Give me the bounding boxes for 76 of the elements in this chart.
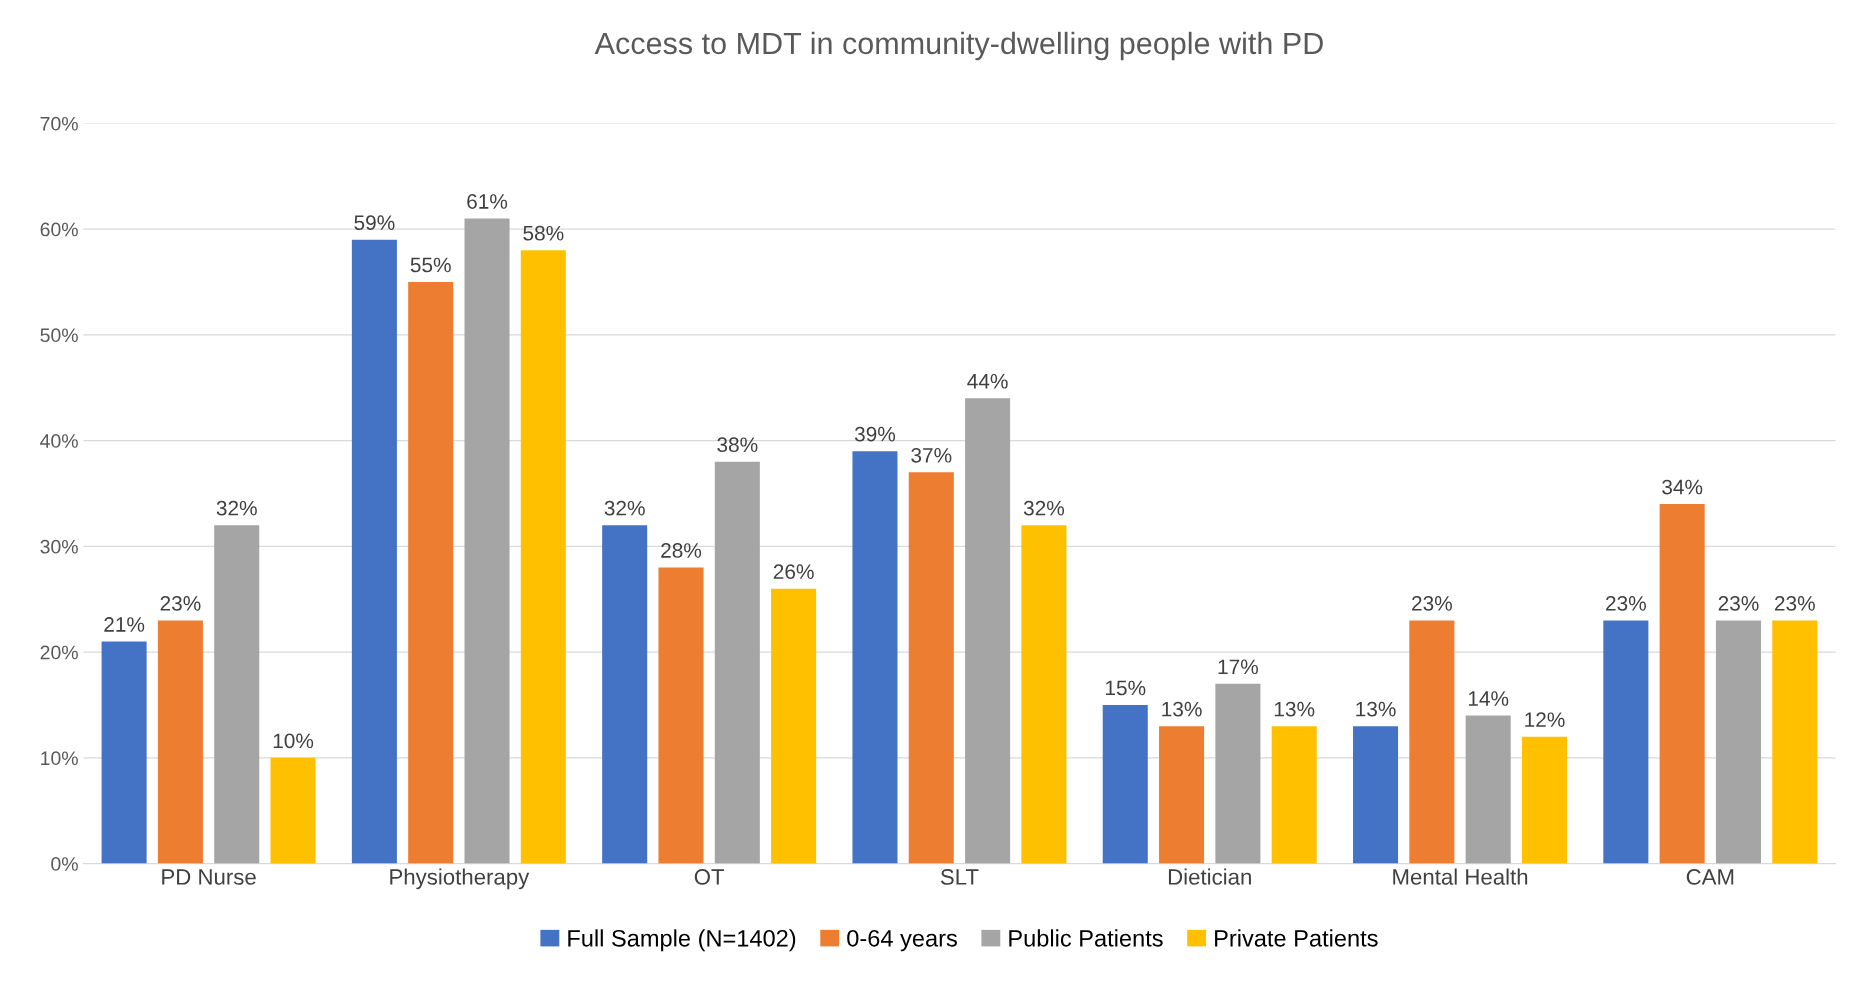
bar	[270, 757, 316, 864]
data-label: 37%	[911, 447, 952, 463]
y-tick-label: 0%	[51, 857, 78, 871]
x-tick-label: CAM	[1686, 869, 1734, 885]
chart-title: Access to MDT in community-dwelling people with PD	[594, 31, 1323, 61]
data-label: 13%	[1274, 701, 1315, 717]
bar	[1521, 736, 1568, 864]
data-label: 17%	[1218, 659, 1258, 675]
bar	[464, 218, 510, 864]
data-label: 21%	[104, 617, 145, 632]
x-tick-label: OT	[694, 869, 725, 885]
y-tick-label: 70%	[40, 116, 78, 131]
y-tick-label: 20%	[40, 645, 78, 660]
bar	[1465, 715, 1511, 864]
data-label: 32%	[604, 500, 645, 516]
bar	[1102, 705, 1148, 864]
x-tick-label: SLT	[940, 869, 979, 885]
bar	[1409, 620, 1455, 864]
data-label: 32%	[216, 500, 257, 516]
bar	[602, 525, 648, 864]
bar	[1772, 620, 1818, 864]
bar	[214, 525, 260, 864]
data-label: 10%	[273, 733, 314, 749]
bar	[1271, 726, 1317, 864]
legend-label: 0-64 years	[847, 929, 957, 952]
bar	[1215, 683, 1261, 864]
bar	[408, 282, 454, 864]
data-label: 14%	[1468, 691, 1509, 706]
data-label: 15%	[1106, 680, 1146, 696]
data-label: 58%	[523, 225, 564, 241]
legend-label: Private Patients	[1215, 929, 1378, 947]
data-label: 23%	[1774, 595, 1815, 611]
bar	[1603, 620, 1649, 864]
bar	[1159, 726, 1205, 864]
bar	[1659, 504, 1705, 864]
data-label: 39%	[854, 426, 896, 442]
data-label: 55%	[410, 257, 451, 273]
data-label: 23%	[1718, 595, 1759, 611]
bar	[520, 250, 566, 864]
bar	[714, 461, 760, 864]
x-tick-label: Physiotherapy	[390, 868, 530, 890]
bar	[908, 472, 954, 864]
bar	[1353, 726, 1399, 864]
bar	[771, 588, 817, 864]
bar	[658, 567, 704, 864]
data-label: 23%	[1606, 595, 1646, 611]
bar	[101, 641, 147, 864]
bar	[1021, 525, 1067, 864]
legend-label: Full Sample (N=1402)	[568, 929, 796, 952]
data-label: 34%	[1662, 479, 1703, 495]
data-label: 13%	[1356, 701, 1396, 717]
data-label: 38%	[717, 437, 758, 453]
y-tick-label: 50%	[40, 328, 78, 343]
bar	[852, 451, 898, 864]
data-label: 59%	[354, 215, 395, 231]
data-label: 12%	[1525, 712, 1565, 727]
x-tick-label: Mental Health	[1393, 868, 1528, 885]
data-label: 32%	[1023, 500, 1065, 516]
data-label: 61%	[467, 194, 508, 209]
data-label: 26%	[773, 564, 814, 579]
data-label: 23%	[1412, 595, 1452, 611]
x-tick-label: PD Nurse	[162, 869, 256, 885]
data-label: 23%	[160, 595, 201, 611]
x-tick-label: Dietician	[1168, 868, 1251, 885]
legend-label: Public Patients	[1009, 929, 1163, 947]
bar	[1715, 620, 1761, 864]
y-tick-label: 30%	[40, 539, 78, 554]
data-label: 28%	[661, 543, 702, 558]
y-tick-label: 10%	[41, 751, 78, 766]
bar	[157, 620, 203, 864]
y-tick-label: 60%	[40, 222, 78, 237]
bar	[351, 239, 397, 864]
data-label: 13%	[1162, 701, 1202, 717]
y-tick-label: 40%	[40, 434, 78, 448]
bar	[965, 398, 1011, 864]
data-label: 44%	[967, 373, 1008, 389]
